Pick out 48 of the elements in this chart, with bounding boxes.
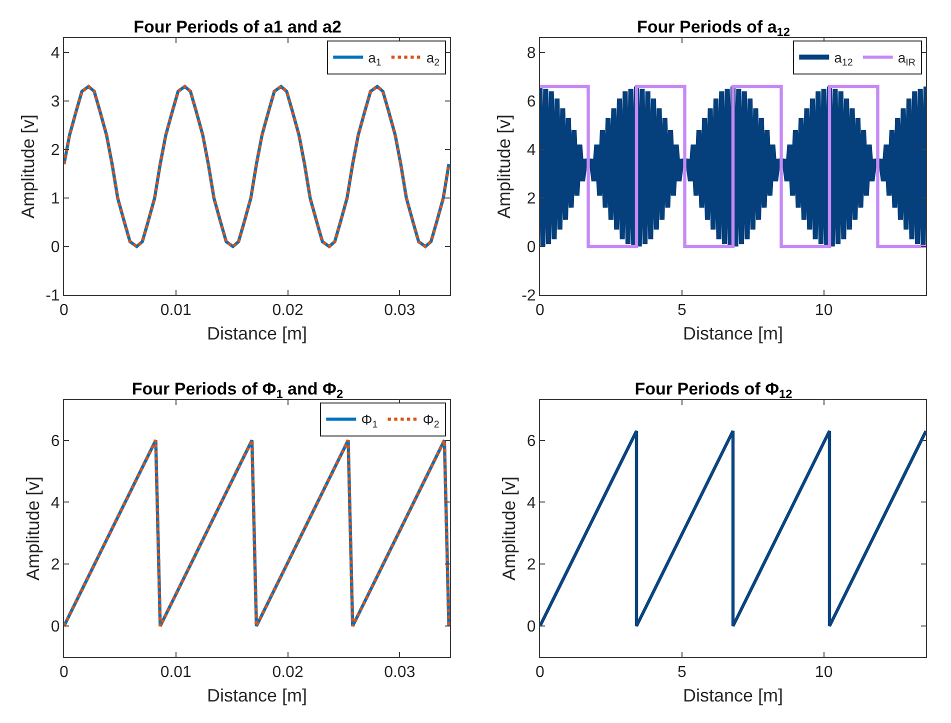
- x-axis-title: Distance [m]: [206, 685, 308, 706]
- y-tick-label: 2: [526, 556, 536, 574]
- legend-label: Φ$_{2}$: [422, 412, 440, 431]
- y-tick-label: 3: [50, 94, 60, 111]
- x-tick-label: 0.03: [384, 664, 416, 682]
- x-axis-title: Distance [m]: [206, 323, 308, 344]
- x-tick-label: 5: [677, 302, 686, 320]
- y-tick-label: 2: [50, 142, 60, 160]
- x-tick-label: 10: [814, 302, 833, 320]
- x-axis-title: Distance [m]: [682, 323, 784, 344]
- chart-title: Four Periods of a$_{12}$: [636, 17, 790, 40]
- y-tick-label: 6: [526, 94, 536, 111]
- y-tick-label: 4: [526, 142, 536, 160]
- legend-label: a$_{1}$: [368, 50, 382, 69]
- x-tick-label: 0.01: [160, 664, 192, 682]
- y-axis-title: Amplitude [v]: [18, 114, 38, 219]
- y-tick-label: 2: [50, 556, 60, 574]
- y-tick-label: 4: [526, 494, 536, 512]
- x-tick-label: 10: [814, 664, 833, 682]
- y-tick-label: 6: [526, 432, 536, 450]
- chart-title: Four Periods of a1 and a2: [134, 17, 342, 36]
- y-tick-label: 2: [526, 190, 536, 208]
- y-tick-label: 6: [50, 432, 60, 450]
- x-tick-label: 0.03: [384, 302, 416, 320]
- y-axis-title: Amplitude [v]: [23, 476, 44, 581]
- y-tick-label: -2: [522, 288, 536, 305]
- x-axis-title: Distance [m]: [682, 685, 784, 706]
- x-tick-label: 0.02: [272, 664, 304, 682]
- y-axis-title: Amplitude [v]: [499, 476, 520, 581]
- legend-label: a$_{12}$: [834, 50, 853, 69]
- y-tick-label: -1: [46, 288, 60, 305]
- legend-label: a$_{2}$: [426, 50, 440, 69]
- y-tick-label: 1: [50, 190, 60, 208]
- x-tick-label: 0.02: [272, 302, 304, 320]
- y-tick-label: 4: [50, 494, 60, 512]
- chart-title: Four Periods of Φ$_{1}$ and Φ$_{2}$: [132, 379, 344, 402]
- y-tick-label: 0: [50, 239, 60, 256]
- y-tick-label: 0: [526, 239, 536, 256]
- x-tick-label: 5: [677, 664, 686, 682]
- x-tick-label: 0.01: [160, 302, 192, 320]
- y-tick-label: 4: [50, 45, 60, 62]
- y-tick-label: 0: [50, 618, 60, 636]
- legend-label: a$_{IR}$: [898, 50, 916, 69]
- legend-label: Φ$_{1}$: [361, 412, 378, 431]
- chart-title: Four Periods of Φ$_{12}$: [634, 379, 793, 402]
- y-axis-title: Amplitude [v]: [494, 114, 514, 219]
- y-tick-label: 0: [526, 618, 536, 636]
- y-tick-label: 8: [526, 45, 536, 62]
